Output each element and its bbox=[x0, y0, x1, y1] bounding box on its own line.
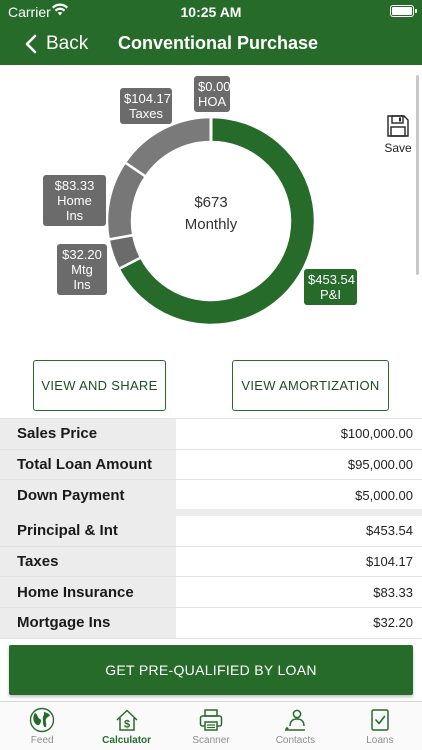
tab-contacts[interactable]: Contacts bbox=[253, 702, 337, 750]
slice-label-home-ins: $83.33 Home Ins bbox=[43, 175, 106, 226]
status-bar: Carrier 10:25 AM bbox=[0, 0, 422, 22]
row-value: $5,000.00 bbox=[355, 487, 413, 503]
back-label: Back bbox=[46, 33, 89, 54]
page-title: Conventional Purchase bbox=[118, 33, 319, 53]
row-label: Down Payment bbox=[0, 480, 176, 510]
row-label: Mortgage Ins bbox=[0, 607, 176, 638]
tab-loans[interactable]: Loans bbox=[338, 702, 422, 750]
monthly-total: $673 bbox=[194, 194, 228, 211]
printer-icon bbox=[199, 709, 223, 731]
save-label: Save bbox=[384, 141, 412, 155]
slice-label-pi: $453.54 P&I bbox=[304, 269, 357, 305]
row-label: Total Loan Amount bbox=[0, 449, 176, 480]
table-row: Principal & Int $453.54 bbox=[0, 516, 422, 547]
table-row: Total Loan Amount $95,000.00 bbox=[0, 449, 422, 481]
row-label: Sales Price bbox=[0, 419, 176, 449]
house-dollar-icon: $ bbox=[116, 709, 138, 731]
donut-chart bbox=[105, 115, 317, 327]
donut-slice-p-i bbox=[117, 115, 317, 327]
globe-icon bbox=[30, 707, 55, 733]
monthly-label: Monthly bbox=[184, 216, 238, 233]
back-button[interactable]: Back bbox=[24, 30, 88, 58]
donut-slice-taxes bbox=[123, 115, 213, 179]
tab-feed[interactable]: Feed bbox=[0, 702, 84, 750]
carrier-label: Carrier bbox=[8, 4, 51, 20]
tab-label: Calculator bbox=[102, 735, 152, 746]
slice-label-mtg-ins: $32.20 Mtg Ins bbox=[57, 244, 107, 295]
battery-icon bbox=[390, 5, 417, 17]
row-value: $100,000.00 bbox=[340, 426, 413, 442]
row-value: $104.17 bbox=[366, 553, 413, 569]
row-label: Taxes bbox=[0, 546, 176, 577]
row-label: Principal & Int bbox=[0, 516, 176, 546]
svg-text:$: $ bbox=[124, 719, 130, 731]
tab-label: Loans bbox=[366, 735, 394, 746]
save-button[interactable]: Save bbox=[380, 114, 416, 155]
table-row: Taxes $104.17 bbox=[0, 546, 422, 578]
table-row: Mortgage Ins $32.20 bbox=[0, 607, 422, 639]
row-value: $32.20 bbox=[373, 615, 413, 631]
row-value: $453.54 bbox=[366, 523, 413, 539]
row-value: $95,000.00 bbox=[347, 456, 413, 472]
payment-chart: $673 Monthly $0.00 HOA $104.17 Taxes $83… bbox=[0, 65, 422, 355]
table-row: Home Insurance $83.33 bbox=[0, 577, 422, 608]
get-pre-qualified-button[interactable]: GET PRE-QUALIFIED BY LOAN bbox=[9, 645, 413, 695]
slice-label-hoa: $0.00 HOA bbox=[194, 76, 231, 112]
tab-label: Contacts bbox=[275, 735, 316, 746]
section-divider bbox=[0, 509, 422, 516]
tab-calculator[interactable]: $ Calculator bbox=[84, 702, 168, 750]
chevron-left-icon bbox=[25, 34, 37, 54]
nav-bar: Back Conventional Purchase bbox=[0, 22, 422, 65]
tab-scanner[interactable]: Scanner bbox=[169, 702, 253, 750]
slice-label-taxes: $104.17 Taxes bbox=[120, 88, 172, 124]
loan-summary-table: Sales Price $100,000.00 Total Loan Amoun… bbox=[0, 418, 422, 511]
clock: 10:25 AM bbox=[180, 4, 242, 20]
payment-breakdown-table: Principal & Int $453.54 Taxes $104.17 Ho… bbox=[0, 516, 422, 639]
tab-label: Scanner bbox=[192, 735, 230, 746]
document-check-icon bbox=[371, 709, 389, 731]
scrollbar[interactable] bbox=[416, 75, 419, 275]
tab-bar: Feed $ Calculator Scanner Contacts bbox=[0, 701, 422, 750]
view-and-share-button[interactable]: VIEW AND SHARE bbox=[33, 360, 166, 411]
row-value: $83.33 bbox=[373, 584, 413, 600]
table-row: Sales Price $100,000.00 bbox=[0, 419, 422, 450]
tab-label: Feed bbox=[30, 735, 54, 746]
table-row: Down Payment $5,000.00 bbox=[0, 480, 422, 511]
floppy-disk-icon bbox=[387, 115, 409, 137]
contacts-icon bbox=[285, 709, 306, 731]
app-header: Carrier 10:25 AM Back Conventional Purch… bbox=[0, 0, 422, 65]
view-amortization-button[interactable]: VIEW AMORTIZATION bbox=[232, 360, 389, 411]
wifi-icon bbox=[52, 3, 68, 16]
row-label: Home Insurance bbox=[0, 577, 176, 607]
